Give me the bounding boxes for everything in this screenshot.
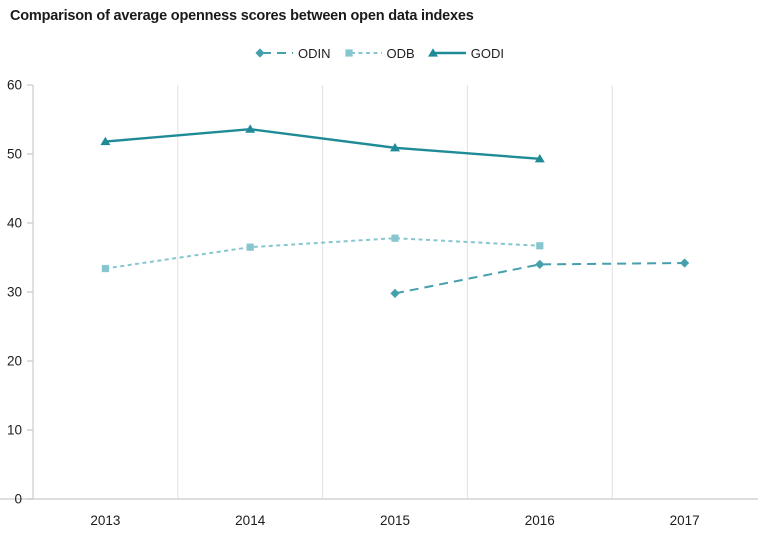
y-tick-label: 0 [14,492,22,507]
x-tick-label: 2017 [670,513,700,528]
chart-title: Comparison of average openness scores be… [10,8,474,24]
legend-item-odin: ODIN [254,46,331,61]
square-marker [344,49,353,57]
y-tick-label: 20 [7,354,22,369]
y-tick-label: 10 [7,423,22,438]
y-tick-label: 50 [7,147,22,162]
square-marker [536,242,544,250]
x-tick-label: 2015 [380,513,410,528]
diamond-marker [680,258,690,268]
triangle-marker [100,136,111,146]
legend-line-sample [344,49,382,57]
series-line [105,237,540,270]
legend-line-sample [427,48,466,57]
legend-line-sample [255,48,294,58]
triangle-marker [390,142,400,152]
series-odb [101,234,544,273]
legend: ODIN ODB GODI [0,44,758,62]
x-tick-label: 2016 [525,513,555,528]
legend-label: ODB [386,45,415,61]
triangle-marker [534,154,545,163]
x-tick-label: 2014 [235,513,266,528]
series-godi [100,124,545,163]
square-marker [101,264,109,273]
triangle-marker [245,124,256,133]
diamond-marker [390,288,400,298]
x-tick-label: 2013 [90,513,120,528]
square-marker [391,234,399,242]
diamond-marker [255,48,265,58]
series-line [394,262,685,295]
legend-label: ODIN [298,45,331,61]
y-tick-label: 30 [7,285,22,300]
y-tick-label: 60 [7,78,22,93]
triangle-marker [427,48,438,57]
series-line [105,127,540,161]
diamond-marker [535,259,545,269]
series-odin [390,258,690,298]
y-tick-label: 40 [7,216,22,231]
legend-item-odb: ODB [343,46,415,61]
square-marker [246,243,254,251]
legend-item-godi: GODI [427,46,504,61]
legend-label: GODI [470,45,504,61]
